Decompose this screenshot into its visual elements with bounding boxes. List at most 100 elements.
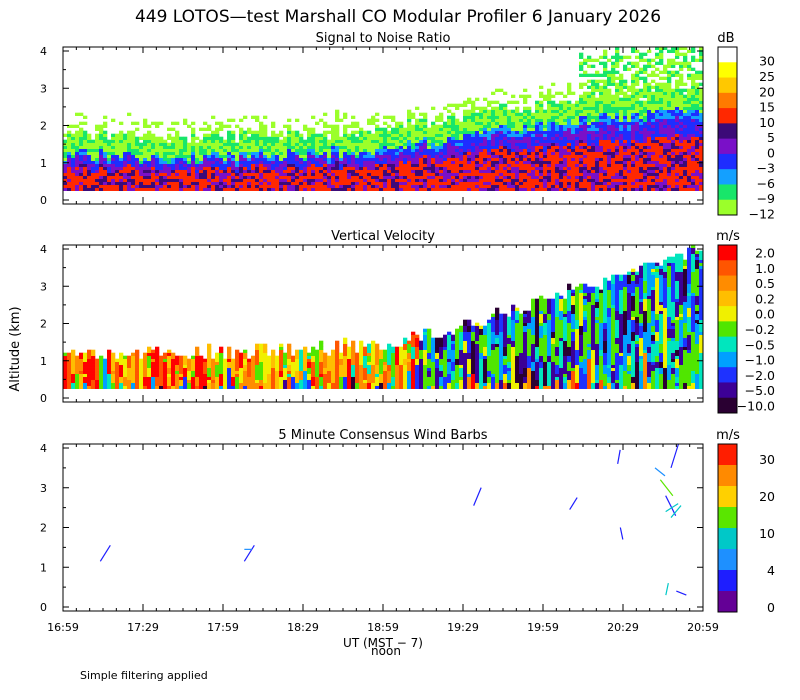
velocity-cell [299, 379, 304, 383]
snr-cell [563, 109, 568, 113]
snr-cell [439, 169, 444, 173]
snr-cell [207, 142, 212, 146]
snr-cell [123, 142, 128, 146]
snr-cell [379, 163, 384, 167]
velocity-cell [219, 382, 224, 386]
snr-cell [311, 148, 316, 152]
snr-cell [487, 151, 492, 155]
snr-cell [691, 133, 696, 137]
velocity-cell [175, 379, 180, 383]
snr-cell [575, 100, 580, 104]
snr-cell [359, 154, 364, 158]
snr-cell [99, 187, 104, 191]
snr-cell [531, 151, 536, 155]
snr-cell [547, 178, 552, 182]
snr-cell [687, 67, 692, 71]
snr-cell [699, 157, 703, 161]
snr-cell [447, 124, 452, 128]
snr-cell [479, 148, 484, 152]
snr-cell [615, 187, 620, 191]
snr-cell [215, 172, 220, 176]
snr-cell [107, 163, 112, 167]
snr-cell [107, 154, 112, 158]
snr-cell [519, 139, 524, 143]
velocity-cell [227, 346, 232, 350]
snr-cell [463, 121, 468, 125]
snr-cell [595, 124, 600, 128]
snr-cell [155, 124, 160, 128]
snr-cell [643, 160, 648, 164]
snr-cell [647, 85, 652, 89]
snr-cell [619, 157, 624, 161]
velocity-cell [123, 385, 128, 389]
snr-cell [483, 115, 488, 119]
snr-cell [587, 169, 592, 173]
snr-cell [423, 151, 428, 155]
snr-cell [675, 124, 680, 128]
snr-cell [563, 112, 568, 116]
snr-cell [315, 136, 320, 140]
snr-cell [647, 145, 652, 149]
snr-cell [191, 163, 196, 167]
snr-cell [119, 142, 124, 146]
snr-cell [163, 151, 168, 155]
snr-cell [375, 136, 380, 140]
snr-cell [695, 73, 700, 77]
snr-cell [111, 118, 116, 122]
snr-cell [419, 133, 424, 137]
snr-cell [443, 166, 448, 170]
snr-cell [547, 187, 552, 191]
velocity-cell [283, 358, 288, 362]
snr-cell [295, 136, 300, 140]
snr-cell [539, 100, 544, 104]
snr-cell [315, 184, 320, 188]
snr-cell [627, 139, 632, 143]
snr-cell [171, 181, 176, 185]
velocity-cell [211, 361, 216, 365]
snr-cell [119, 151, 124, 155]
snr-cell [683, 154, 688, 158]
snr-cell [335, 142, 340, 146]
velocity-cell [271, 358, 276, 362]
velocity-cell [283, 385, 288, 389]
snr-cell [579, 169, 584, 173]
snr-cell [447, 118, 452, 122]
snr-cell [699, 94, 703, 98]
snr-cell [131, 169, 136, 173]
snr-cell [659, 133, 664, 137]
snr-cell [695, 115, 700, 119]
velocity-cell [71, 370, 76, 374]
snr-cell [463, 115, 468, 119]
snr-cell [323, 124, 328, 128]
snr-cell [563, 136, 568, 140]
snr-cell [371, 154, 376, 158]
snr-cell [547, 169, 552, 173]
snr-cell [415, 133, 420, 137]
snr-cell [459, 151, 464, 155]
snr-cell [111, 136, 116, 140]
snr-cell [607, 82, 612, 86]
snr-cell [475, 139, 480, 143]
snr-cell [591, 157, 596, 161]
snr-cell [543, 130, 548, 134]
snr-cell [191, 187, 196, 191]
velocity-cell [135, 376, 140, 380]
snr-cell [667, 112, 672, 116]
snr-cell [671, 124, 676, 128]
snr-cell [391, 133, 396, 137]
snr-cell [391, 154, 396, 158]
velocity-cell [295, 367, 300, 371]
snr-cell [583, 97, 588, 101]
snr-cell [607, 127, 612, 131]
snr-cell [571, 106, 576, 110]
snr-cell [667, 142, 672, 146]
snr-cell [147, 166, 152, 170]
snr-cell [507, 142, 512, 146]
snr-cell [123, 133, 128, 137]
snr-cell [675, 109, 680, 113]
snr-cell [423, 139, 428, 143]
snr-cell [395, 127, 400, 131]
snr-cell [271, 130, 276, 134]
snr-cell [691, 79, 696, 83]
snr-cell [651, 91, 656, 95]
